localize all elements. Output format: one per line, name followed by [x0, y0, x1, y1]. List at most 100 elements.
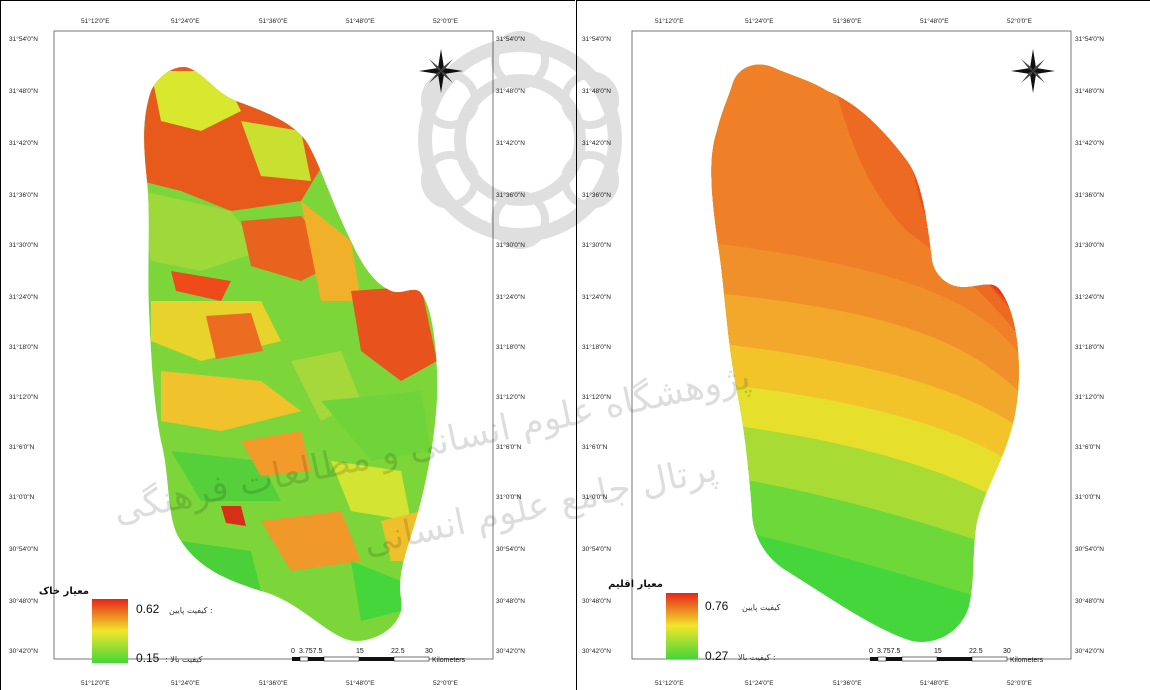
north-arrow-icon — [419, 49, 463, 93]
lon-label: 51°48'0"E — [920, 17, 949, 25]
lon-label: 52°0'0"E — [433, 679, 459, 687]
latitude-labels-right: 31°54'0"N 31°48'0"N 31°42'0"N 31°36'0"N … — [1075, 35, 1104, 655]
lat-label: 31°12'0"N — [1075, 393, 1104, 401]
scale-tick: 30 — [1003, 648, 1011, 655]
scale-tick: 0 — [291, 648, 295, 655]
lon-label: 51°36'0"E — [259, 17, 288, 25]
map-frame — [631, 30, 1072, 660]
lat-label: 30°42'0"N — [582, 647, 611, 655]
climate-suitability-surface — [711, 64, 1019, 642]
lon-label: 51°24'0"E — [171, 17, 200, 25]
lon-label: 51°12'0"E — [81, 17, 110, 25]
scale-unit: Kilometers — [1010, 657, 1044, 664]
scale-tick: 30 — [425, 648, 433, 655]
lat-label: 31°30'0"N — [496, 241, 525, 249]
lat-label: 31°54'0"N — [9, 35, 38, 43]
legend-title: معیار خاک — [39, 586, 89, 597]
lat-label: 31°18'0"N — [496, 343, 525, 351]
lat-label: 31°24'0"N — [496, 293, 525, 301]
legend-title: معیار اقلیم — [608, 579, 663, 590]
lat-label: 30°48'0"N — [496, 597, 525, 605]
legend-color-ramp — [666, 593, 698, 659]
legend-low-value: 0.62 — [136, 602, 160, 616]
lat-label: 30°48'0"N — [9, 597, 38, 605]
lat-label: 30°54'0"N — [1075, 545, 1104, 553]
lat-label: 31°24'0"N — [1075, 293, 1104, 301]
longitude-labels-bottom: 51°12'0"E 51°24'0"E 51°36'0"E 51°48'0"E … — [81, 679, 459, 687]
lon-label: 51°48'0"E — [346, 17, 375, 25]
lat-label: 31°54'0"N — [1075, 35, 1104, 43]
lon-label: 51°48'0"E — [920, 679, 949, 687]
lat-label: 30°42'0"N — [9, 647, 38, 655]
lat-label: 31°42'0"N — [496, 139, 525, 147]
soil-legend: معیار خاک 0.62 کیفیت پایین : 0.15 : کیفی… — [39, 586, 213, 665]
lon-label: 52°0'0"E — [1007, 679, 1033, 687]
climate-map-svg: 31°54'0"N 31°48'0"N 31°42'0"N 31°36'0"N … — [582, 17, 1104, 687]
lat-label: 31°6'0"N — [582, 443, 608, 451]
lat-label: 31°54'0"N — [496, 35, 525, 43]
lat-label: 31°18'0"N — [582, 343, 611, 351]
lon-label: 51°12'0"E — [655, 17, 684, 25]
lat-label: 31°12'0"N — [9, 393, 38, 401]
lat-label: 31°42'0"N — [582, 139, 611, 147]
longitude-labels-bottom: 51°12'0"E 51°24'0"E 51°36'0"E 51°48'0"E … — [655, 679, 1033, 687]
lat-label: 31°24'0"N — [582, 293, 611, 301]
climate-legend: معیار اقلیم 0.76 کیفیت پایین 0.27 کیفیت … — [608, 579, 781, 663]
lat-label: 31°48'0"N — [496, 87, 525, 95]
scale-tick: 15 — [356, 648, 364, 655]
north-arrow-icon — [1011, 49, 1055, 93]
lat-label: 31°48'0"N — [582, 87, 611, 95]
legend-low-value: 0.76 — [705, 599, 729, 613]
soil-suitability-surface — [144, 67, 438, 642]
soil-map-svg: 31°54'0"N 31°48'0"N 31°42'0"N 31°36'0"N … — [9, 17, 525, 687]
lon-label: 52°0'0"E — [1007, 17, 1033, 25]
lat-label: 31°18'0"N — [1075, 343, 1104, 351]
legend-high-value: 0.27 — [705, 649, 729, 663]
scale-tick: 15 — [934, 648, 942, 655]
legend-color-ramp — [92, 599, 128, 663]
scale-tick: 22.5 — [391, 648, 405, 655]
lon-label: 51°12'0"E — [81, 679, 110, 687]
lat-label: 31°12'0"N — [496, 393, 525, 401]
lat-label: 30°48'0"N — [1075, 597, 1104, 605]
lat-label: 31°6'0"N — [1075, 443, 1101, 451]
lat-label: 31°24'0"N — [9, 293, 38, 301]
lat-label: 31°0'0"N — [582, 493, 608, 501]
lat-label: 31°30'0"N — [1075, 241, 1104, 249]
soil-criterion-map-panel: 31°54'0"N 31°48'0"N 31°42'0"N 31°36'0"N … — [0, 0, 575, 690]
legend-high-value: 0.15 — [136, 651, 160, 665]
scale-bar: 0 3.757.5 15 22.5 30 Kilometers — [291, 648, 466, 664]
scale-tick: 0 — [869, 648, 873, 655]
lat-label: 31°0'0"N — [9, 493, 35, 501]
lat-label: 31°36'0"N — [1075, 191, 1104, 199]
latitude-labels-left: 31°54'0"N 31°48'0"N 31°42'0"N 31°36'0"N … — [9, 35, 38, 655]
lon-label: 51°12'0"E — [655, 679, 684, 687]
lat-label: 31°30'0"N — [582, 241, 611, 249]
lat-label: 31°12'0"N — [582, 393, 611, 401]
lat-label: 31°36'0"N — [582, 191, 611, 199]
lat-label: 30°54'0"N — [9, 545, 38, 553]
lat-label: 30°54'0"N — [582, 545, 611, 553]
lon-label: 51°24'0"E — [745, 679, 774, 687]
legend-low-text: کیفیت پایین : — [169, 606, 213, 615]
lon-label: 51°36'0"E — [833, 17, 862, 25]
lat-label: 31°48'0"N — [9, 87, 38, 95]
legend-high-text: : کیفیت بالا — [165, 655, 203, 664]
latitude-labels-right: 31°54'0"N 31°48'0"N 31°42'0"N 31°36'0"N … — [496, 35, 525, 655]
scale-bar: 0 3.757.5 15 22.5 30 Kilometers — [869, 648, 1044, 664]
lat-label: 30°42'0"N — [1075, 647, 1104, 655]
scale-tick: 3.757.5 — [877, 648, 900, 655]
lat-label: 31°36'0"N — [9, 191, 38, 199]
lat-label: 31°42'0"N — [1075, 139, 1104, 147]
lat-label: 30°54'0"N — [496, 545, 525, 553]
lat-label: 31°36'0"N — [496, 191, 525, 199]
legend-high-text: کیفیت بالا : — [738, 653, 776, 662]
lat-label: 31°6'0"N — [496, 443, 522, 451]
lon-label: 51°24'0"E — [171, 679, 200, 687]
lat-label: 31°48'0"N — [1075, 87, 1104, 95]
climate-criterion-map-panel: 31°54'0"N 31°48'0"N 31°42'0"N 31°36'0"N … — [576, 0, 1150, 690]
lon-label: 51°36'0"E — [259, 679, 288, 687]
lat-label: 31°30'0"N — [9, 241, 38, 249]
latitude-labels-left: 31°54'0"N 31°48'0"N 31°42'0"N 31°36'0"N … — [582, 35, 611, 655]
map-frame — [53, 30, 494, 660]
